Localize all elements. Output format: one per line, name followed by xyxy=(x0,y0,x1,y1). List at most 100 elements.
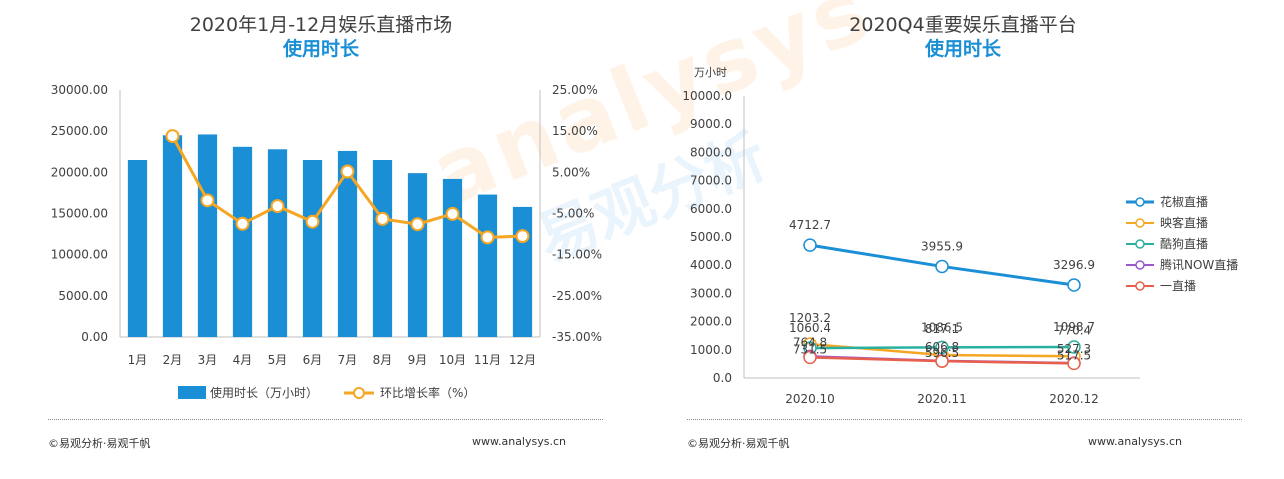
x-tick-label: 9月 xyxy=(408,353,428,367)
x-tick-label: 6月 xyxy=(303,353,323,367)
y-left-tick-label: 10000.00 xyxy=(51,248,108,262)
legend-swatch-marker xyxy=(1135,281,1145,291)
bar xyxy=(267,149,288,337)
legend-label: 一直播 xyxy=(1160,279,1196,293)
x-tick-label: 1月 xyxy=(128,353,148,367)
bar xyxy=(302,159,323,337)
x-tick-label: 2020.11 xyxy=(917,392,967,406)
bar xyxy=(372,159,393,337)
growth-rate-point xyxy=(235,216,250,231)
series-point xyxy=(803,238,817,252)
y-tick-label: 8000.0 xyxy=(690,145,732,159)
legend-bar-label: 使用时长（万小时） xyxy=(210,385,318,400)
y-right-tick-label: -15.00% xyxy=(552,248,602,262)
y-tick-label: 5000.0 xyxy=(690,230,732,244)
legend-bar-swatch xyxy=(178,386,206,399)
left-chart-panel: 2020年1月-12月娱乐直播市场 使用时长 0.00 5000.00 10000.… xyxy=(48,14,603,450)
left-footer-url: www.analysys.cn xyxy=(472,435,566,448)
right-chart-title: 2020Q4重要娱乐直播平台 xyxy=(849,14,1077,36)
bar xyxy=(407,173,428,337)
legend-swatch-marker xyxy=(1135,218,1145,228)
series-point xyxy=(1067,278,1081,292)
bar xyxy=(442,178,463,337)
y-tick-label: 10000.0 xyxy=(682,89,732,103)
data-label: 4712.7 xyxy=(789,218,831,232)
y-left-tick-label: 25000.00 xyxy=(51,124,108,138)
series-point xyxy=(803,350,817,365)
series-point xyxy=(1067,340,1081,354)
y-right-tick-label: -5.00% xyxy=(552,207,594,221)
bar xyxy=(337,150,358,337)
left-chart-title: 2020年1月-12月娱乐直播市场 xyxy=(189,14,453,36)
left-chart-subtitle: 使用时长 xyxy=(282,38,359,60)
data-label: 1098.7 xyxy=(1053,320,1095,334)
bar xyxy=(162,135,183,337)
y-left-tick-label: 5000.00 xyxy=(58,289,108,303)
growth-rate-point xyxy=(375,211,390,226)
y-left-tick-label: 30000.00 xyxy=(51,83,108,97)
left-chart-svg: 0.00 5000.00 10000.00 15000.00 20000.00 25000… xyxy=(51,83,602,400)
data-label: 770.4 xyxy=(1057,323,1091,337)
series-point xyxy=(1067,356,1081,371)
bar xyxy=(477,194,498,337)
y-right-tick-label: -35.00% xyxy=(552,330,602,344)
bar xyxy=(232,146,253,337)
growth-rate-point xyxy=(410,217,425,232)
legend-swatch-marker xyxy=(1135,239,1145,249)
growth-rate-point xyxy=(515,229,530,244)
growth-rate-point xyxy=(480,230,495,245)
data-label: 1086.5 xyxy=(921,320,963,334)
growth-rate-point xyxy=(305,214,320,229)
x-tick-label: 10月 xyxy=(439,353,466,367)
x-tick-label: 12月 xyxy=(509,353,536,367)
legend-swatch-marker xyxy=(1135,260,1145,270)
x-tick-label: 4月 xyxy=(233,353,253,367)
y-right-tick-label: 15.00% xyxy=(552,124,598,138)
legend-line-marker xyxy=(353,387,365,399)
bar xyxy=(197,134,218,337)
right-chart-panel: 2020Q4重要娱乐直播平台 使用时长 万小时 0.0 1000.0 2000.0 30… xyxy=(642,0,1284,479)
series-point xyxy=(935,340,949,355)
growth-rate-point xyxy=(445,206,460,221)
y-right-tick-label: -25.00% xyxy=(552,289,602,303)
y-tick-label: 9000.0 xyxy=(690,117,732,131)
growth-rate-point xyxy=(270,199,285,214)
x-tick-label: 2月 xyxy=(163,353,183,367)
data-label: 606.8 xyxy=(925,340,959,354)
bar xyxy=(127,159,148,337)
left-footer-source: ©易观分析·易观千帆 xyxy=(48,437,151,450)
y-right-tick-label: 25.00% xyxy=(552,83,598,97)
legend-label: 花椒直播 xyxy=(1160,194,1208,209)
series-point xyxy=(935,259,949,274)
y-tick-label: 0.0 xyxy=(713,371,732,385)
right-chart-svg: 万小时 0.0 1000.0 2000.0 3000.0 4000.0 5000.0 6000… xyxy=(682,66,1238,406)
growth-rate-point xyxy=(340,164,355,179)
growth-rate-point xyxy=(165,129,180,144)
x-tick-label: 2020.12 xyxy=(1049,392,1099,406)
legend-line-label: 环比增长率（%） xyxy=(380,385,475,400)
data-label: 3955.9 xyxy=(921,239,963,253)
data-label: 1060.4 xyxy=(789,321,831,335)
legend-label: 映客直播 xyxy=(1160,215,1208,230)
y-tick-label: 3000.0 xyxy=(690,286,732,300)
right-footer-source: ©易观分析·易观千帆 xyxy=(687,437,790,450)
growth-rate-point xyxy=(200,193,215,208)
data-label: 817.1 xyxy=(925,322,959,336)
x-tick-label: 3月 xyxy=(198,353,218,367)
x-tick-label: 7月 xyxy=(338,353,358,367)
y-right-tick-label: 5.00% xyxy=(552,165,590,179)
legend-label: 酷狗直播 xyxy=(1160,237,1208,251)
x-tick-label: 2020.10 xyxy=(785,392,835,406)
legend-swatch-marker xyxy=(1135,197,1145,207)
x-tick-label: 5月 xyxy=(268,353,288,367)
data-label: 527.3 xyxy=(1057,342,1091,356)
series-point xyxy=(935,354,949,368)
y-tick-label: 6000.0 xyxy=(690,202,732,216)
x-tick-label: 11月 xyxy=(474,353,501,367)
data-label: 517.5 xyxy=(1057,348,1091,362)
y-unit-label: 万小时 xyxy=(694,66,727,79)
data-label: 764.8 xyxy=(793,335,827,349)
legend-label: 腾讯NOW直播 xyxy=(1160,257,1238,272)
y-tick-label: 4000.0 xyxy=(690,258,732,272)
data-label: 3296.9 xyxy=(1053,258,1095,272)
